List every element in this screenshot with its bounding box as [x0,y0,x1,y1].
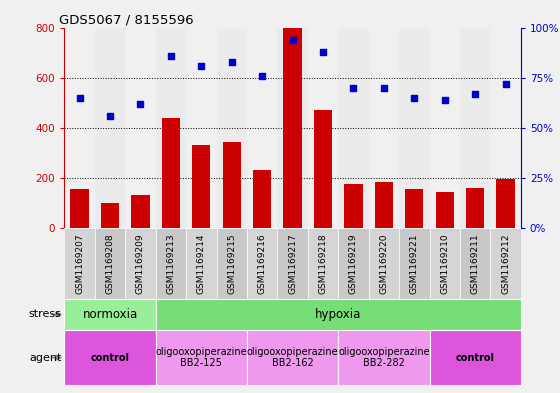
Text: oligooxopiperazine
BB2-162: oligooxopiperazine BB2-162 [247,347,338,368]
Bar [375,182,393,228]
Bar [338,330,430,385]
Point [258,72,267,79]
Bar [64,299,156,330]
Bar [247,28,277,228]
Bar [466,188,484,228]
Bar [64,330,156,385]
Bar [283,28,302,228]
Bar [162,118,180,228]
Text: GSM1169213: GSM1169213 [166,233,175,294]
Bar [399,228,430,299]
Bar [217,228,247,299]
Bar [71,189,88,228]
Text: stress: stress [29,309,62,320]
Text: GDS5067 / 8155596: GDS5067 / 8155596 [59,14,193,27]
Bar [277,228,308,299]
Point [440,97,449,103]
Point [106,112,115,119]
Text: GSM1169211: GSM1169211 [470,233,480,294]
Bar [64,28,95,228]
Bar [277,28,308,228]
Text: GSM1169214: GSM1169214 [197,233,206,294]
Bar [253,170,271,228]
Text: GSM1169219: GSM1169219 [349,233,358,294]
Bar [460,28,491,228]
Point [288,37,297,43]
Point [227,59,236,65]
Point [197,62,206,69]
Bar [338,28,368,228]
Bar [156,28,186,228]
Bar [247,330,338,385]
Bar [338,228,368,299]
Point [501,81,510,87]
Bar [217,28,247,228]
Bar [125,228,156,299]
Point [136,101,145,107]
Bar [399,28,430,228]
Bar [156,330,247,385]
Text: control: control [91,353,129,363]
Text: GSM1169209: GSM1169209 [136,233,145,294]
Point [471,90,480,97]
Text: oligooxopiperazine
BB2-282: oligooxopiperazine BB2-282 [338,347,430,368]
Bar [132,195,150,228]
Bar [344,184,362,228]
Text: control: control [456,353,494,363]
Text: GSM1169210: GSM1169210 [440,233,449,294]
Bar [156,299,521,330]
Bar [186,228,217,299]
Point [75,94,84,101]
Point [380,84,389,91]
Point [319,48,328,55]
Bar [460,228,491,299]
Bar [101,203,119,228]
Bar [368,228,399,299]
Point [349,84,358,91]
Bar [95,28,125,228]
Text: GSM1169216: GSM1169216 [258,233,267,294]
Bar [405,189,423,228]
Bar [125,28,156,228]
Bar [247,228,277,299]
Bar [497,179,515,228]
Bar [491,28,521,228]
Bar [156,228,186,299]
Bar [430,228,460,299]
Bar [491,228,521,299]
Text: GSM1169220: GSM1169220 [379,233,389,294]
Bar [64,228,95,299]
Bar [95,228,125,299]
Bar [368,28,399,228]
Point [166,52,175,59]
Bar [186,28,217,228]
Text: oligooxopiperazine
BB2-125: oligooxopiperazine BB2-125 [156,347,247,368]
Bar [314,110,332,228]
Text: GSM1169218: GSM1169218 [319,233,328,294]
Bar [192,145,211,228]
Text: GSM1169212: GSM1169212 [501,233,510,294]
Bar [308,228,338,299]
Text: agent: agent [29,353,62,363]
Bar [223,141,241,228]
Text: GSM1169215: GSM1169215 [227,233,236,294]
Bar [430,330,521,385]
Bar [430,28,460,228]
Text: GSM1169207: GSM1169207 [75,233,84,294]
Bar [308,28,338,228]
Text: GSM1169208: GSM1169208 [105,233,115,294]
Point [410,94,419,101]
Text: GSM1169217: GSM1169217 [288,233,297,294]
Text: GSM1169221: GSM1169221 [410,233,419,294]
Text: hypoxia: hypoxia [315,308,361,321]
Bar [436,192,454,228]
Text: normoxia: normoxia [82,308,138,321]
